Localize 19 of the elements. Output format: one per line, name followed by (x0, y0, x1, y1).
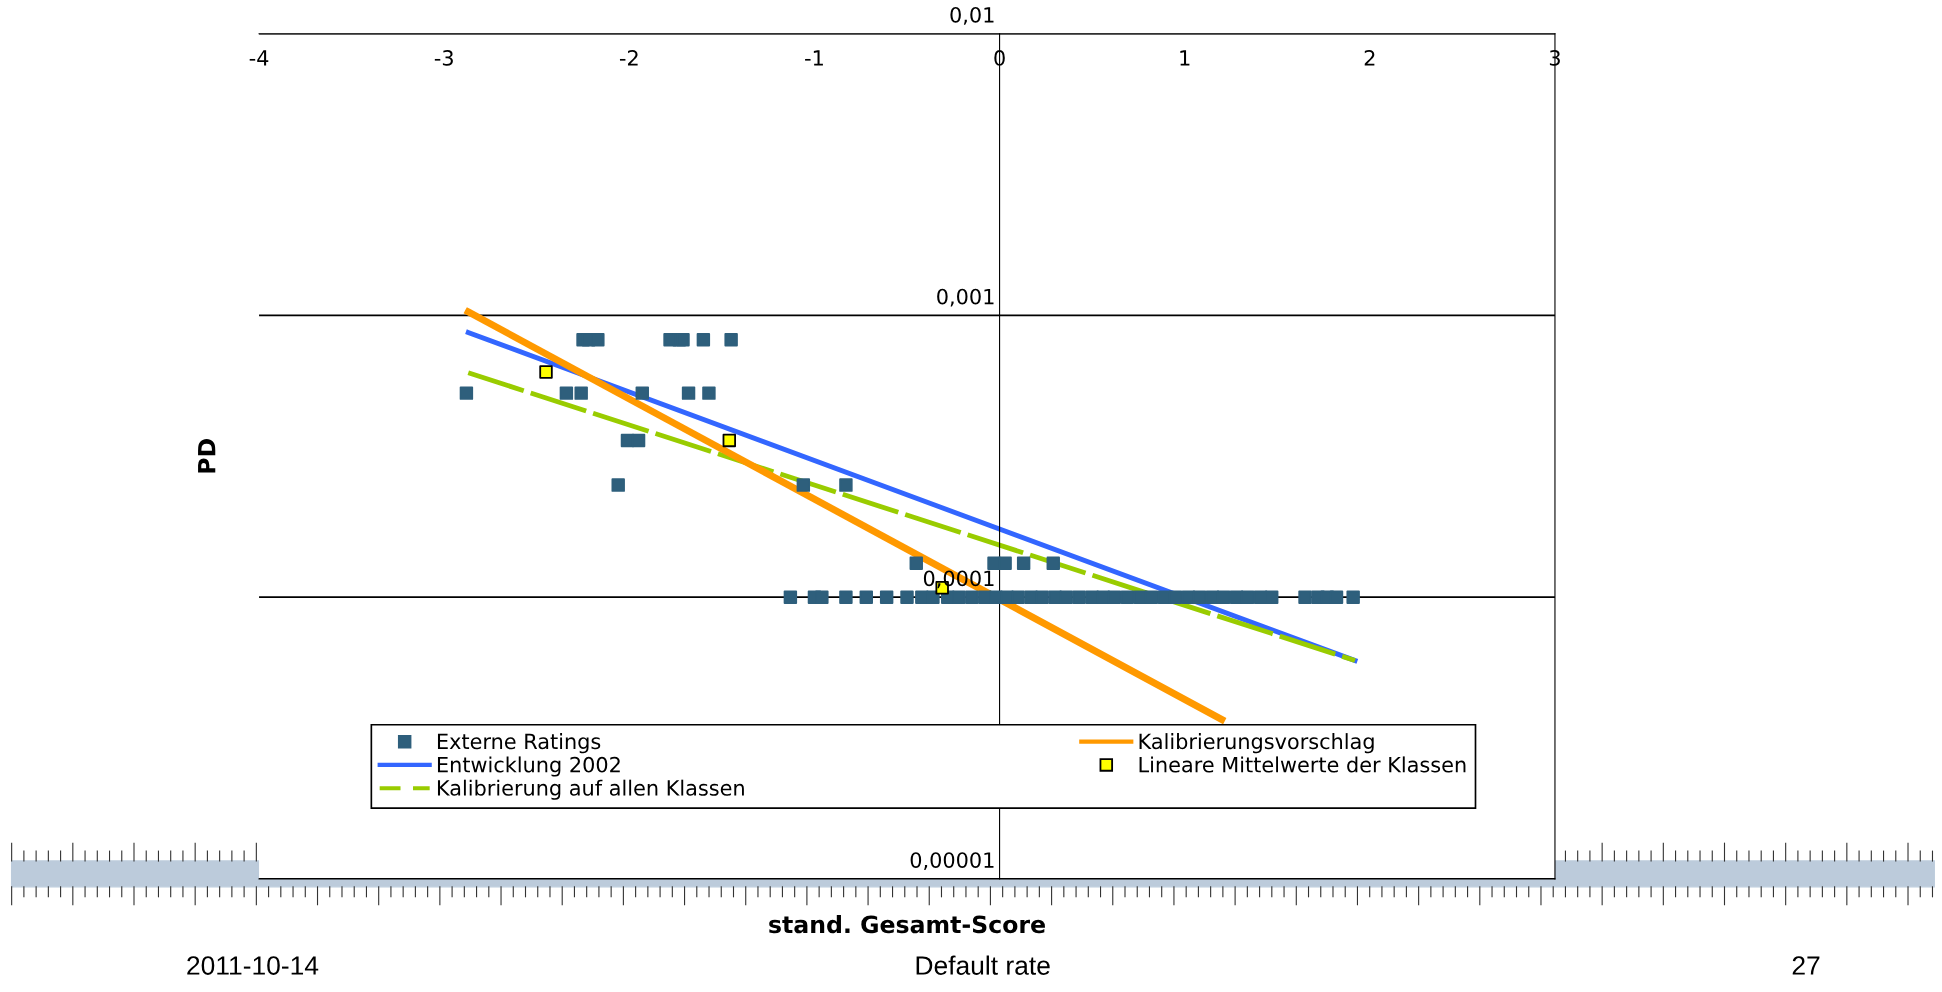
text: 27 (1792, 956, 1820, 975)
x-tick-label: 2 (1364, 50, 1375, 66)
x-tick-label: -1 (805, 50, 823, 66)
legend-label: Entwicklung 2002 (437, 756, 620, 777)
y-tick-label: 0,00001 (910, 852, 994, 871)
x-tick-label: -3 (434, 50, 453, 66)
x-tick-label: 1 (1180, 50, 1190, 66)
legend-label: Lineare Mittelwerte der Klassen (1139, 756, 1466, 773)
x-axis-title: stand. Gesamt-Score (769, 915, 1045, 934)
legend-label: Kalibrierung auf allen Klassen (437, 779, 744, 800)
legend-label: Externe Ratings (437, 733, 601, 754)
text: 2011-10-14 (187, 956, 319, 975)
y-tick-label: 0,01 (950, 6, 994, 25)
x-tick-label: -2 (619, 50, 638, 66)
x-tick-label: -4 (249, 50, 269, 66)
y-axis-title: PD (198, 439, 216, 473)
text: Default rate (916, 955, 1050, 975)
y-tick-label: 0,001 (937, 288, 994, 307)
legend-label: Kalibrierungsvorschlag (1139, 733, 1374, 754)
